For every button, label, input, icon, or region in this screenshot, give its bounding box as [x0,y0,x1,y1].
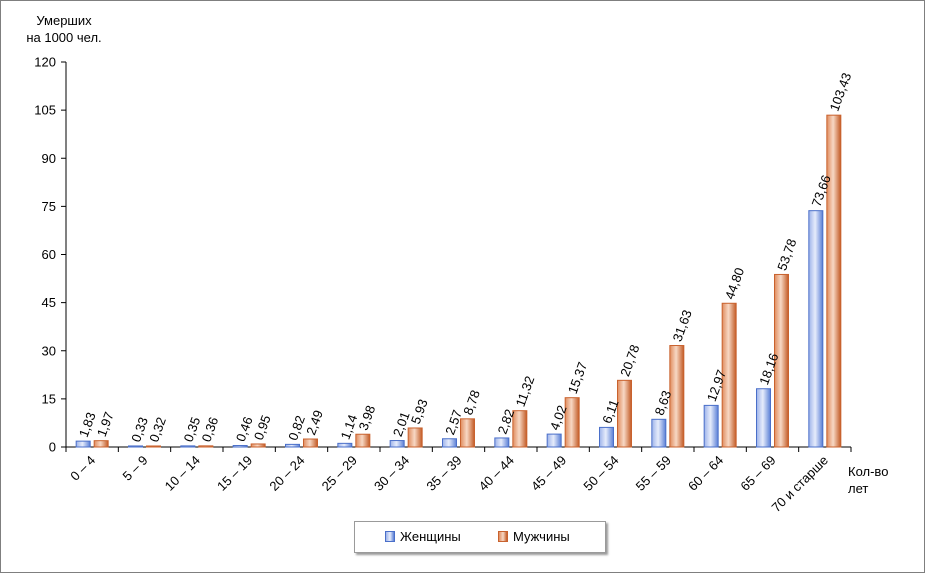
x-tick-label: 0 – 4 [67,453,98,484]
data-label-men: 103,43 [827,71,855,113]
bar-men [774,273,789,448]
data-labels: 1,831,97 0,330,32 0,350,36 0,460,95 0,822,49… [76,71,854,444]
bar-men [198,445,214,448]
x-tick-label: 5 – 9 [120,453,151,484]
y-axis-title: Умерших на 1000 чел. [4,12,124,46]
x-tick-label: 35 – 39 [423,453,464,494]
legend: Женщины Мужчины [354,521,606,553]
data-label-men: 11,32 [513,374,538,409]
y-tick-label: 75 [42,199,56,214]
bar-men [512,410,528,448]
y-tick-label: 120 [34,55,56,70]
legend-label-men: Мужчины [513,529,570,544]
data-label-men: 15,37 [565,360,590,396]
bar-men [355,433,371,448]
bar-women [756,388,771,448]
bar-women [599,426,614,448]
bar-women [75,440,91,448]
x-tick-label: 40 – 44 [476,453,517,494]
data-label-women: 0,46 [233,415,256,444]
data-label-men: 31,63 [670,308,695,344]
x-axis-title: Кол-во лет [848,463,888,497]
y-tick-label: 105 [34,103,56,118]
bar-women [494,437,510,448]
x-tick-label: 30 – 34 [371,453,412,494]
bar-men [564,397,580,448]
y-tick-label: 45 [42,295,56,310]
y-tick-label: 60 [42,247,56,262]
data-label-men: 2,49 [303,408,326,437]
data-label-men: 3,98 [356,403,379,432]
y-axis-title-line2: на 1000 чел. [26,30,102,45]
bar-men [93,440,109,448]
data-label-men: 53,78 [774,237,799,273]
bar-men [460,418,475,448]
bar-men [303,438,318,448]
bar-women [180,445,196,448]
bar-women [389,440,405,448]
x-axis-title-line1: Кол-во [848,464,889,479]
data-label-men: 0,36 [199,415,222,444]
x-tick-label: 25 – 29 [319,453,360,494]
bar-men [721,302,737,448]
y-axis-title-line1: Умерших [36,13,92,28]
bar-women [232,445,248,448]
x-tick-label: 60 – 64 [685,453,726,494]
y-tick-label: 30 [42,343,56,358]
y-tick-label: 15 [42,391,56,406]
legend-item-women: Женщины [385,529,461,544]
y-tick-label: 90 [42,151,56,166]
x-axis-title-line2: лет [848,481,869,496]
x-tick-label: 70 и старше [768,453,830,515]
bar-women [285,443,300,448]
axes: 0 15 30 45 60 75 90 105 120 [34,55,852,455]
legend-label-women: Женщины [400,529,461,544]
data-label-men: 44,80 [722,266,747,302]
data-label-men: 20,78 [617,343,642,379]
x-tick-label: 50 – 54 [580,453,621,494]
x-tick-labels: 0 – 4 5 – 9 10 – 14 15 – 19 20 – 24 25 – 29 30… [67,453,831,515]
x-tick-label: 10 – 14 [162,453,203,494]
bar-men [669,345,685,448]
bar-women [546,433,562,448]
bar-women [703,404,719,448]
data-label-men: 5,93 [408,397,431,426]
bar-women [337,442,353,448]
bar-women [128,445,143,448]
bar-women [651,418,667,448]
bar-women [442,438,457,448]
bar-men [826,114,842,448]
data-label-men: 8,78 [460,388,483,417]
bar-women [808,210,824,448]
bar-men [146,445,161,448]
x-tick-label: 45 – 49 [528,453,569,494]
bar-men [250,443,266,448]
bar-men [407,427,423,448]
x-tick-label: 65 – 69 [737,453,778,494]
x-tick-label: 15 – 19 [214,453,255,494]
y-tick-label: 0 [49,440,56,455]
data-label-men: 0,32 [146,415,169,444]
bars [75,114,842,448]
legend-swatch-women [385,531,395,542]
data-label-men: 1,97 [94,410,117,439]
data-label-men: 0,95 [251,413,274,442]
x-tick-label: 55 – 59 [633,453,674,494]
bar-men [617,379,632,448]
x-tick-label: 20 – 24 [266,453,307,494]
legend-swatch-men [498,531,508,542]
legend-item-men: Мужчины [498,529,570,544]
